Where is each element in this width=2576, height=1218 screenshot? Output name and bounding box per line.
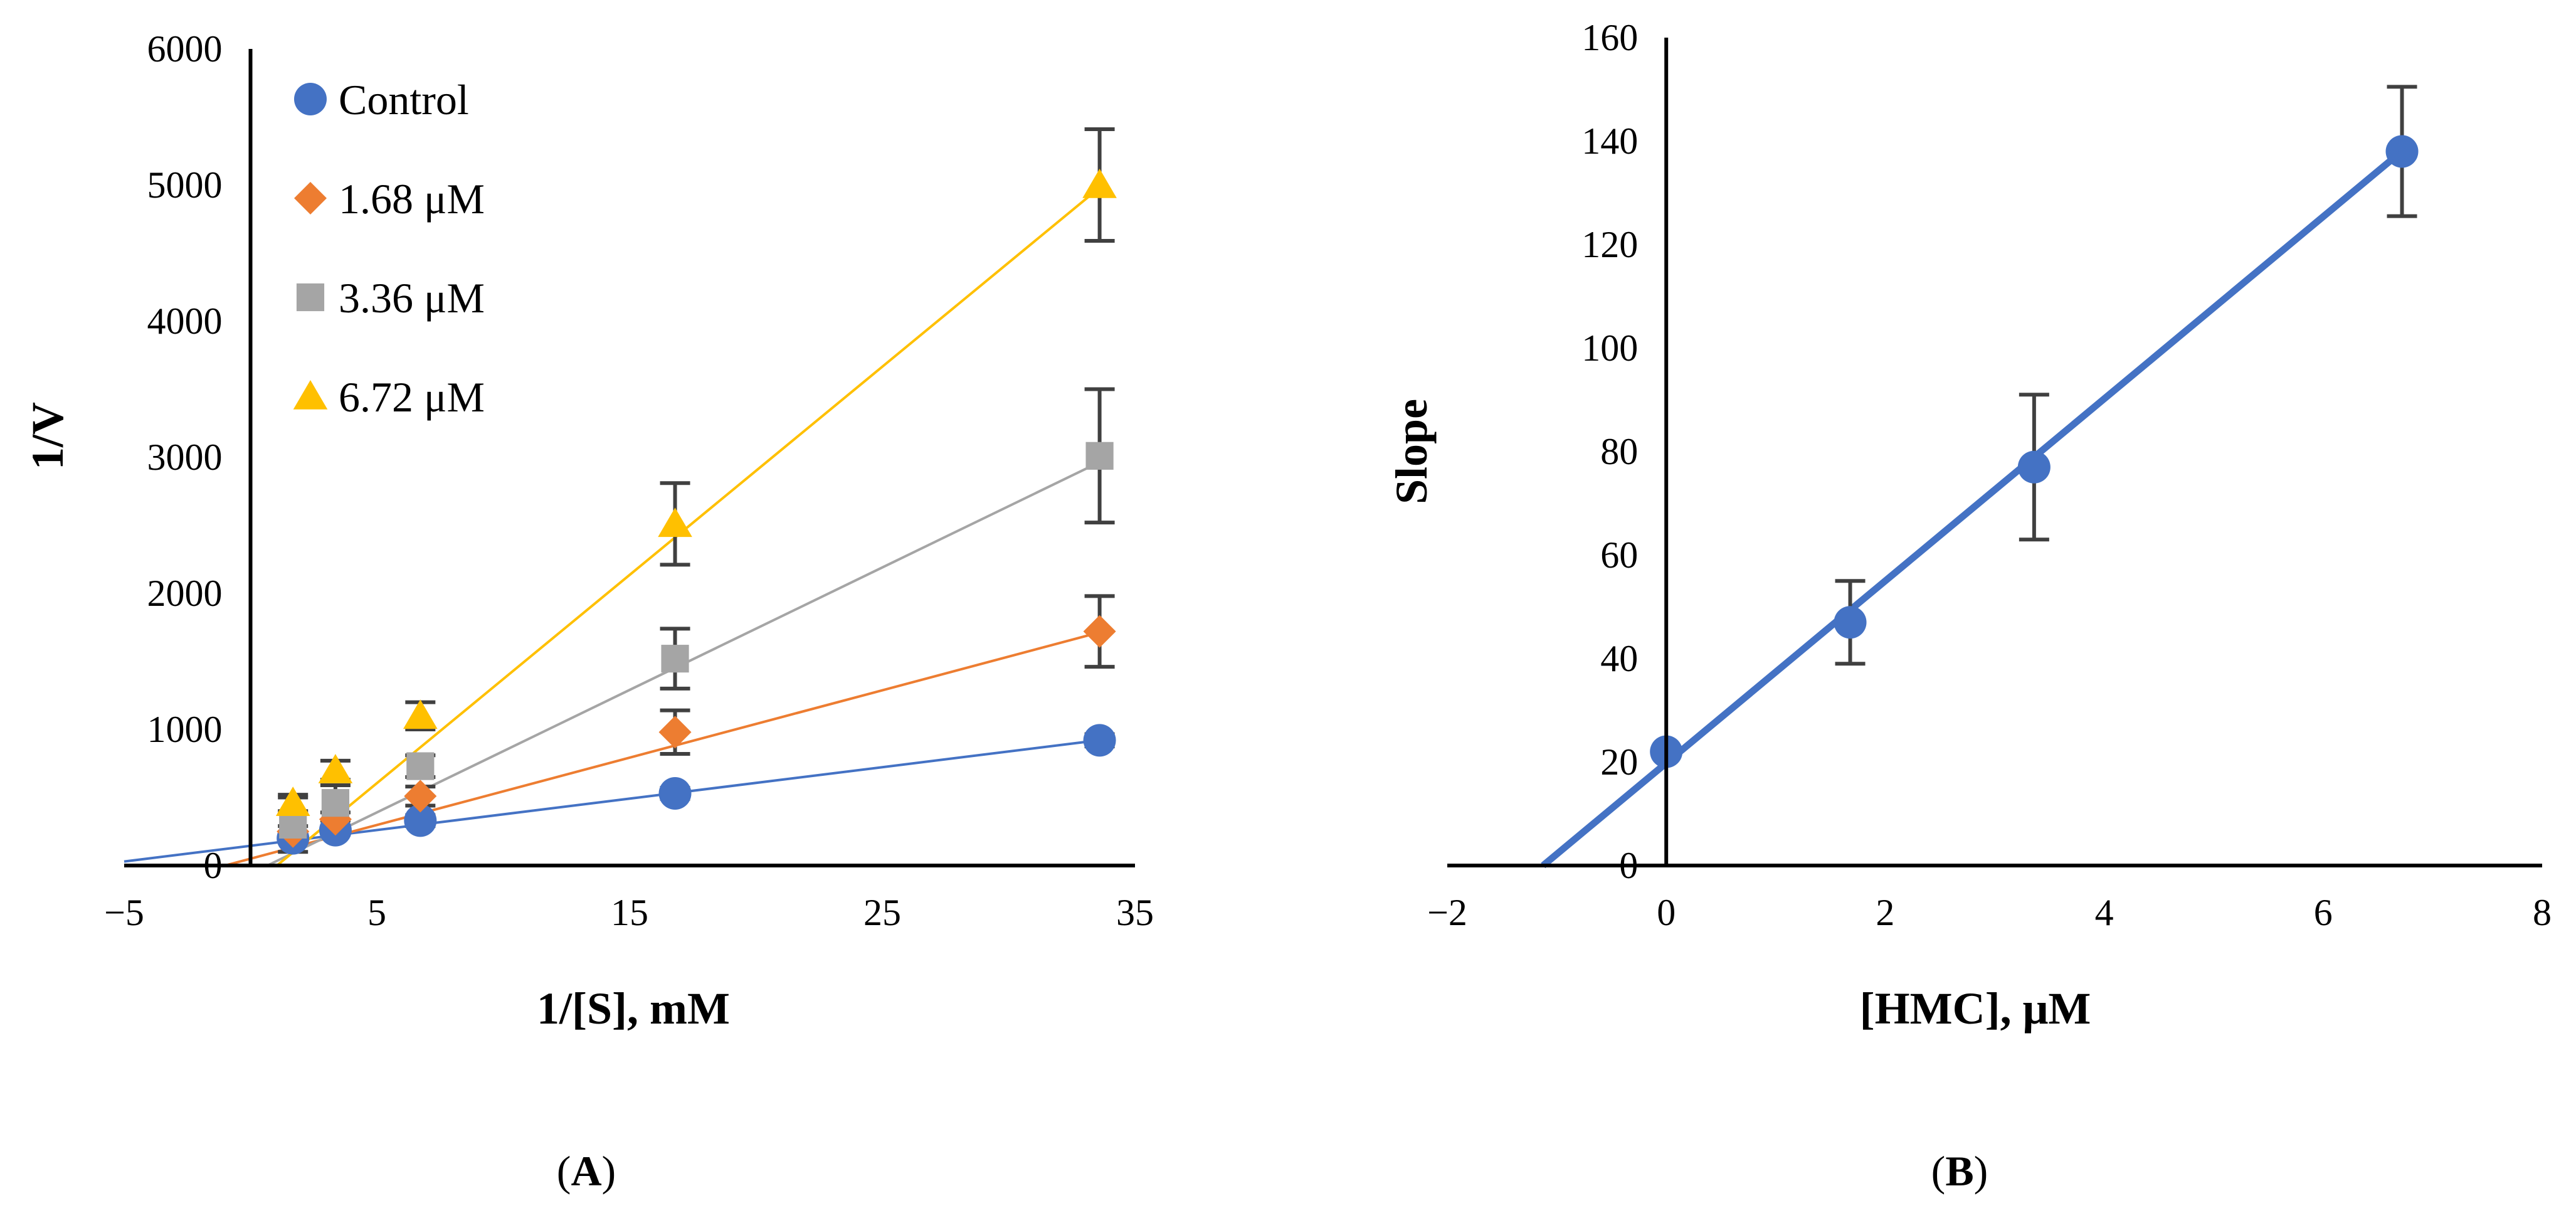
panel-a-error-bars [278, 127, 1115, 854]
panel-a-trendlines [124, 186, 1101, 867]
panel-a-y-tick-label: 0 [204, 845, 223, 886]
panel-a-point-control [404, 804, 437, 837]
panel-b-y-tick-label: 120 [1581, 224, 1638, 265]
panel-a-trendline-control [124, 739, 1100, 863]
panel-a-legend: Control 1.68 μM 3.36 μM 6.72 μM [293, 76, 485, 421]
panel-a-point-6-72-m [275, 786, 310, 816]
panel-a-y-tick-label: 6000 [147, 28, 223, 70]
panel-a-x-tick-label: 15 [611, 892, 648, 933]
panel-a-chart: −5 5 15 25 35 0 1000 2000 3000 4000 5000 6000 1/[S… [23, 28, 1154, 1195]
panel-b-y-tick-labels: 0 20 40 60 80 100 120 140 160 [1581, 17, 1638, 886]
panel-a-x-tick-label: 35 [1116, 892, 1154, 933]
panel-b-y-tick-label: 0 [1619, 845, 1638, 886]
legend-marker-control [294, 83, 327, 115]
panel-b-y-tick-label: 80 [1600, 431, 1638, 472]
panel-a-x-tick-label: −5 [104, 892, 144, 933]
panel-a-point-1-68-m [658, 716, 692, 749]
panel-a-markers [275, 169, 1117, 855]
panel-b-x-tick-label: 4 [2095, 892, 2114, 933]
panel-b-y-tick-label: 60 [1600, 534, 1638, 576]
panel-b-point-slope [2385, 135, 2419, 168]
panel-b-label-letter: B [1945, 1147, 1973, 1195]
panel-a-point-control [658, 776, 692, 810]
panel-a-trendline-1-68-m [224, 631, 1101, 867]
legend-marker-3-36-m [296, 283, 325, 312]
panel-a-point-1-68-m [404, 780, 437, 813]
panel-a-y-tick-label: 5000 [147, 164, 223, 206]
panel-a-point-6-72-m [403, 699, 438, 729]
panel-b-y-tick-label: 140 [1581, 120, 1638, 162]
panel-a-point-6-72-m [1082, 169, 1117, 198]
panel-b-point-slope [1834, 606, 1867, 639]
legend-marker-6-72-m [293, 380, 328, 410]
panel-b-point-slope [2017, 450, 2051, 484]
panel-b-trendline [1541, 148, 2405, 869]
panel-a-y-tick-labels: 0 1000 2000 3000 4000 5000 6000 [147, 28, 223, 886]
panel-a-x-axis-title: 1/[S], mM [537, 983, 730, 1034]
panel-b-x-tick-labels: −2 0 2 4 6 8 [1427, 892, 2552, 933]
legend-label-1-68-m: 1.68 μM [339, 175, 485, 223]
panel-a-y-tick-label: 2000 [147, 573, 223, 614]
panel-a-point-3-36-m [661, 645, 689, 673]
panel-a-y-axis-title: 1/V [23, 402, 73, 470]
panel-b-y-axis-title: Slope [1386, 399, 1437, 504]
panel-a-point-6-72-m [658, 507, 692, 538]
panel-a-label: (A) [557, 1147, 616, 1195]
legend-label-3-36-m: 3.36 μM [339, 274, 485, 322]
legend-label-6-72-m: 6.72 μM [339, 373, 485, 421]
panel-a-point-3-36-m [321, 789, 350, 817]
legend-marker-1-68-m [294, 182, 327, 214]
panel-a-point-3-36-m [1085, 442, 1114, 470]
legend-label-control: Control [339, 76, 469, 124]
panel-a-point-control [1083, 724, 1116, 757]
panel-b-x-tick-label: 8 [2533, 892, 2552, 933]
panel-b-x-tick-label: 2 [1876, 892, 1894, 933]
panel-b-label: (B) [1931, 1147, 1988, 1195]
panel-b-trendline-slope [1541, 148, 2405, 869]
legend-item-3-36-m: 3.36 μM [296, 274, 485, 322]
panel-b-x-tick-label: −2 [1427, 892, 1467, 933]
legend-item-1-68-m: 1.68 μM [294, 175, 485, 223]
panel-b-x-tick-label: 6 [2314, 892, 2333, 933]
panel-b-error-bars [1835, 85, 2417, 666]
panel-a-x-tick-label: 5 [367, 892, 386, 933]
panel-a-point-3-36-m [406, 752, 435, 780]
panel-a-point-6-72-m [318, 754, 353, 783]
panel-a-x-tick-label: 25 [863, 892, 901, 933]
panel-a-y-tick-label: 4000 [147, 300, 223, 342]
legend-item-6-72-m: 6.72 μM [293, 373, 485, 421]
panel-b-x-tick-label: 0 [1657, 892, 1676, 933]
panel-a-y-tick-label: 1000 [147, 709, 223, 750]
panel-b-y-tick-label: 20 [1600, 741, 1638, 783]
panel-a-x-tick-labels: −5 5 15 25 35 [104, 892, 1154, 933]
panel-a-label-letter: A [571, 1147, 601, 1195]
panel-b-x-axis-title: [HMC], μM [1860, 983, 2091, 1034]
panel-b-y-tick-label: 40 [1600, 638, 1638, 679]
panel-b-y-tick-label: 160 [1581, 17, 1638, 58]
legend-item-control: Control [294, 76, 469, 124]
panel-a-point-1-68-m [1083, 615, 1116, 648]
panel-b-y-tick-label: 100 [1581, 327, 1638, 369]
panel-a-y-tick-label: 3000 [147, 437, 223, 478]
